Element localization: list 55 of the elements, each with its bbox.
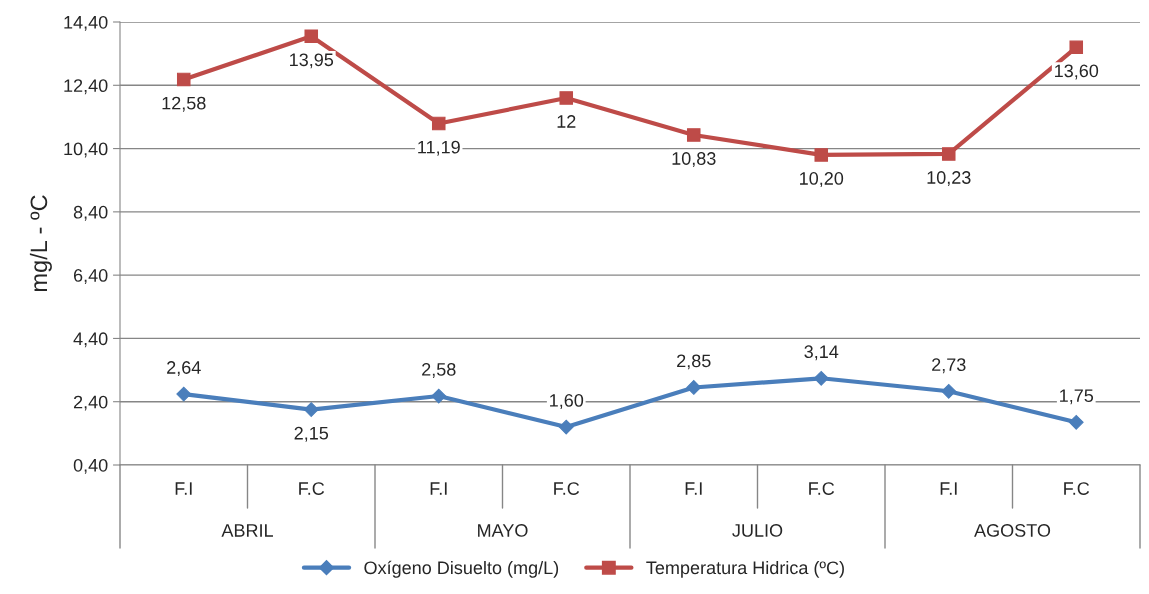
point [558, 419, 574, 435]
point [304, 29, 319, 44]
point [686, 128, 701, 142]
x-tick-label: F.I [685, 482, 702, 495]
point [431, 388, 447, 404]
data-label: 1,75 [1060, 389, 1094, 405]
point [1069, 40, 1084, 55]
legend-label: Oxígeno Disuelto (mg/L) [364, 560, 559, 578]
data-label: 12,58 [162, 96, 206, 112]
data-label: 10,23 [927, 171, 971, 187]
data-label: 11,19 [418, 140, 460, 156]
y-tick-label: 6,40 [73, 269, 108, 284]
y-tick-label: 14,40 [64, 15, 108, 31]
x-tick-label: F.C [554, 482, 580, 495]
data-label: 3,14 [804, 345, 839, 361]
y-tick-label: 4,40 [73, 332, 108, 348]
y-tick-label: 2,40 [73, 395, 108, 411]
point [431, 116, 446, 131]
x-tick-label: F.C [809, 482, 835, 495]
data-label: 13,60 [1055, 64, 1099, 80]
point [303, 402, 319, 418]
text: MAYO [478, 524, 528, 537]
y-tick-label: 10,40 [64, 142, 108, 158]
point [941, 383, 957, 399]
data-label: 10,20 [800, 172, 844, 187]
point [814, 148, 829, 162]
data-label: 13,95 [290, 53, 334, 69]
data-label: 2,58 [422, 363, 456, 378]
x-tick-label: F.C [299, 482, 325, 495]
point [813, 370, 829, 386]
x-tick-label: F.C [1064, 482, 1090, 495]
data-label: 2,15 [294, 426, 329, 442]
data-label: 10,83 [672, 152, 716, 168]
data-label: 2,85 [677, 354, 711, 370]
data-label: 12 [557, 115, 576, 128]
data-label: 1,60 [550, 394, 584, 409]
legend-label: Temperatura Hidrica (ºC) [646, 560, 844, 578]
text: JULIO [732, 524, 783, 537]
y-tick-label: 8,40 [73, 205, 108, 221]
text: ABRIL [221, 524, 273, 537]
point [559, 91, 574, 105]
point [941, 147, 956, 161]
data-label: 2,64 [167, 361, 201, 377]
point [1068, 414, 1084, 430]
text: AGOSTO [974, 524, 1051, 537]
x-tick-label: F.I [430, 482, 447, 495]
y-axis-title: mg/L - ºC [29, 195, 52, 292]
point [176, 72, 191, 87]
y-tick-label: 12,40 [64, 79, 108, 95]
x-tick-label: F.I [175, 482, 192, 495]
data-label: 2,73 [932, 358, 966, 374]
x-tick-label: F.I [940, 482, 957, 495]
y-tick-label: 0,40 [73, 458, 108, 474]
point [686, 380, 702, 395]
point [176, 386, 192, 402]
